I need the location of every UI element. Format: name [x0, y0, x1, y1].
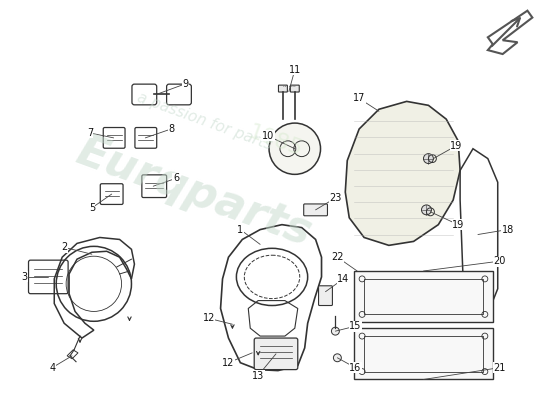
Text: 9: 9 — [183, 79, 189, 89]
Text: 23: 23 — [329, 193, 342, 203]
FancyBboxPatch shape — [304, 204, 327, 216]
Text: 13: 13 — [252, 370, 265, 380]
Text: 2: 2 — [61, 242, 67, 252]
Text: 8: 8 — [168, 124, 174, 134]
Text: Eurqparts: Eurqparts — [70, 130, 317, 255]
Text: a passion for parts: a passion for parts — [135, 90, 274, 152]
Circle shape — [424, 154, 433, 164]
FancyBboxPatch shape — [278, 85, 287, 92]
FancyBboxPatch shape — [290, 85, 299, 92]
Text: 1985: 1985 — [245, 122, 305, 160]
Polygon shape — [345, 101, 460, 245]
Text: 12: 12 — [222, 358, 235, 368]
Text: 20: 20 — [493, 256, 506, 266]
Text: 12: 12 — [202, 313, 215, 323]
Text: 11: 11 — [289, 65, 301, 75]
Text: 16: 16 — [349, 363, 361, 373]
Text: 6: 6 — [173, 173, 179, 183]
Text: 10: 10 — [262, 131, 274, 141]
Text: 19: 19 — [450, 141, 463, 151]
Text: 22: 22 — [331, 252, 344, 262]
Text: 1: 1 — [237, 224, 244, 234]
Text: 15: 15 — [349, 321, 361, 331]
Text: 19: 19 — [452, 220, 464, 230]
Circle shape — [333, 354, 342, 362]
Text: 4: 4 — [49, 363, 56, 373]
Text: 21: 21 — [493, 363, 506, 373]
Circle shape — [269, 123, 321, 174]
Text: 3: 3 — [21, 272, 28, 282]
Text: 14: 14 — [337, 274, 349, 284]
Text: 18: 18 — [502, 224, 514, 234]
Text: 7: 7 — [87, 128, 93, 138]
Circle shape — [421, 205, 431, 215]
Circle shape — [332, 327, 339, 335]
FancyBboxPatch shape — [254, 338, 298, 370]
FancyBboxPatch shape — [318, 286, 332, 306]
Text: 17: 17 — [353, 94, 365, 104]
FancyBboxPatch shape — [354, 328, 493, 380]
FancyBboxPatch shape — [354, 271, 493, 322]
Text: 5: 5 — [89, 203, 95, 213]
